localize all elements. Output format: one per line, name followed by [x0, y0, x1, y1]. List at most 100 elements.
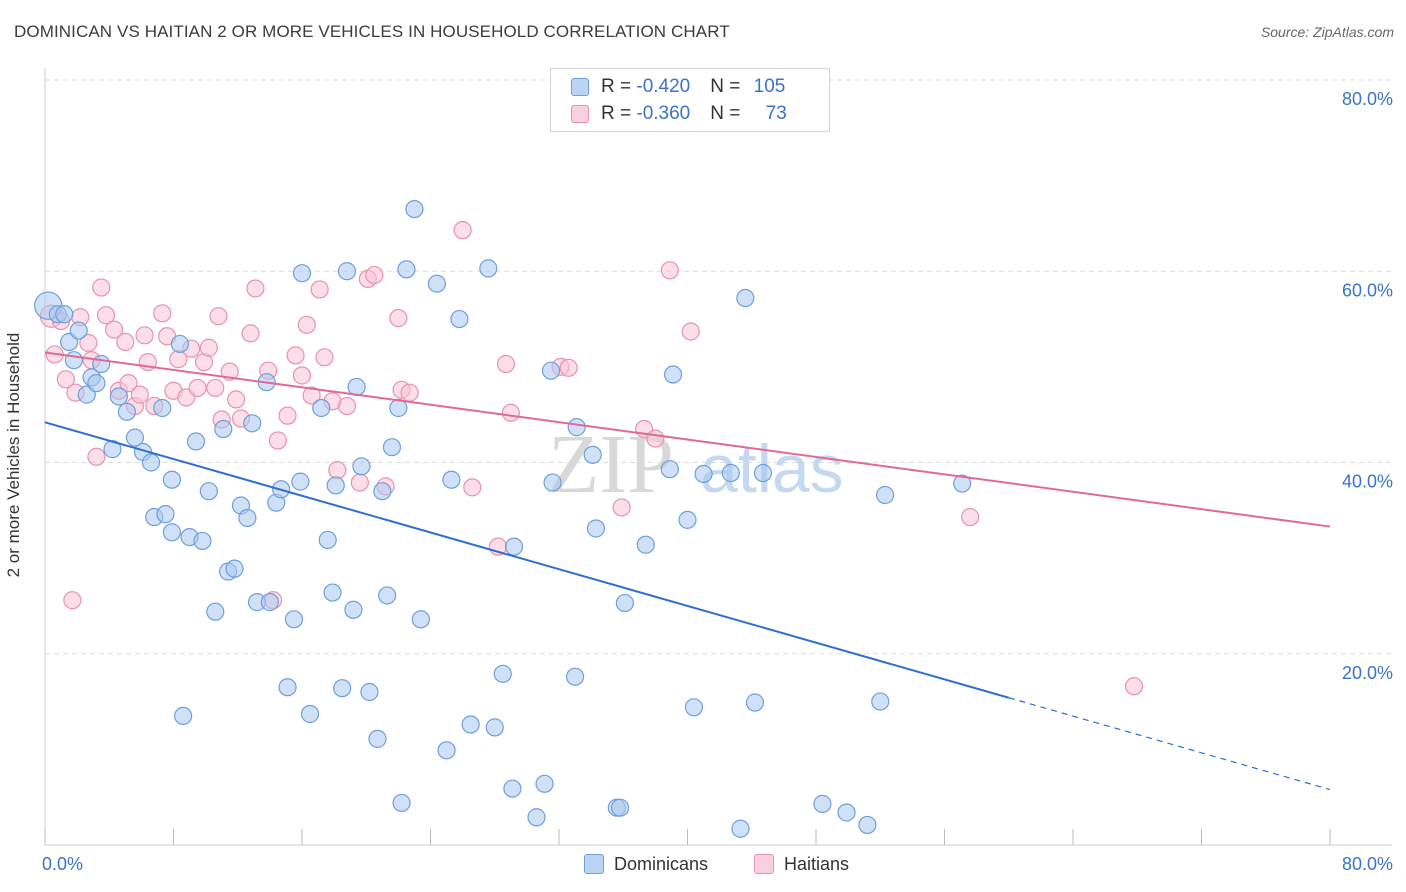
dominican-point [109, 387, 128, 406]
dominican-point [437, 741, 456, 760]
legend-label-haitians: Haitians [784, 853, 850, 874]
grid-lines [45, 79, 1392, 655]
dominican-point [504, 537, 524, 556]
dominican-point [493, 664, 512, 683]
dominican-point [344, 600, 363, 619]
dominican-point [125, 428, 145, 447]
dominican-point [427, 274, 447, 293]
dominican-point [736, 288, 755, 308]
dominican-point [278, 678, 297, 697]
dominican-point [583, 445, 602, 464]
dominican-point [541, 361, 561, 380]
dominican-point [405, 199, 424, 219]
dominican-point [858, 815, 877, 835]
dominican-point [174, 706, 193, 726]
trend-lines [44, 351, 1331, 791]
x-tick-labels: 0.0% 80.0% [42, 854, 1393, 874]
haitian-point [1124, 677, 1144, 696]
dominican-point [186, 432, 206, 451]
dominican-point [312, 398, 331, 418]
haitian-point [135, 326, 154, 345]
dominican-point [543, 473, 562, 492]
correlation-legend: R = -0.420 N = 105 R = -0.360 N = 73 [550, 68, 830, 132]
haitian-point [278, 406, 297, 425]
legend-row-dominicans: R = -0.420 N = 105 [571, 75, 785, 99]
haitian-point [297, 315, 316, 334]
haitian-point [116, 332, 135, 352]
legend-swatch-dominicans [584, 854, 604, 874]
dominican-trend-extrapolation [1008, 697, 1331, 791]
dominican-point [225, 559, 244, 578]
watermark: ZIP atlas [548, 418, 844, 511]
dominican-point [636, 535, 655, 554]
dominican-point [745, 693, 765, 712]
x-tick-label: 0.0% [42, 854, 83, 874]
dominican-point [69, 321, 88, 340]
dominican-point [162, 470, 181, 489]
haitian-point [241, 324, 260, 343]
haitian-point [206, 378, 225, 398]
haitian-point [315, 348, 334, 367]
dominican-point [368, 729, 387, 748]
dominican-point [565, 667, 585, 686]
dominican-point [291, 472, 310, 491]
dominican-point [284, 610, 304, 629]
haitian-point [119, 374, 138, 393]
dominican-point [678, 510, 697, 529]
dominican-point [586, 519, 606, 538]
dominican-point [156, 505, 175, 524]
dominican-point [243, 414, 262, 433]
dominican-point [292, 264, 312, 283]
dominican-points [34, 199, 972, 838]
haitian-trend-line [44, 351, 1331, 528]
haitian-point [350, 473, 369, 492]
haitian-point [286, 346, 305, 365]
y-axis-label: 2 or more Vehicles in Household [4, 332, 23, 578]
haitian-point [153, 304, 172, 323]
haitian-point [612, 498, 631, 517]
dominican-point [318, 530, 337, 550]
dominican-point [214, 419, 233, 439]
haitian-point [496, 354, 516, 374]
dominican-point [347, 377, 366, 397]
haitian-point [56, 370, 75, 389]
dominican-point [55, 305, 74, 324]
dominican-point [503, 779, 522, 798]
haitian-point [660, 261, 679, 280]
dominican-point [875, 485, 895, 505]
dominican-point [871, 692, 890, 711]
haitian-point [310, 280, 329, 299]
haitian-point [559, 358, 578, 377]
haitian-point [87, 447, 106, 466]
dominican-point [352, 457, 371, 476]
haitian-point [681, 322, 700, 341]
dominican-point [442, 470, 461, 489]
haitian-point [63, 591, 82, 610]
haitian-point [389, 309, 408, 328]
dominican-point [392, 793, 411, 813]
haitian-point [220, 362, 239, 381]
haitian-point [463, 478, 482, 497]
dominican-point [323, 583, 342, 602]
dominican-point [527, 808, 546, 827]
haitian-point [96, 306, 116, 325]
haitian-point [453, 221, 472, 240]
haitian-point [328, 461, 347, 480]
dominican-point [660, 460, 679, 479]
dominican-point [117, 402, 137, 421]
y-tick-label: 40.0% [1342, 472, 1393, 492]
y-tick-label: 20.0% [1342, 663, 1393, 683]
haitian-point [130, 385, 149, 404]
legend-label-dominicans: Dominicans [614, 853, 709, 874]
dominican-point [837, 803, 856, 822]
haitian-point [501, 403, 520, 422]
legend-n-label: N = [710, 76, 746, 97]
dominican-point [337, 262, 357, 281]
dominican-point [663, 365, 683, 384]
legend-n-value: 73 [765, 103, 787, 124]
dominican-point [378, 586, 397, 605]
haitian-point [302, 386, 321, 405]
dominican-point [535, 774, 554, 793]
legend-r-label: R = [601, 76, 637, 97]
